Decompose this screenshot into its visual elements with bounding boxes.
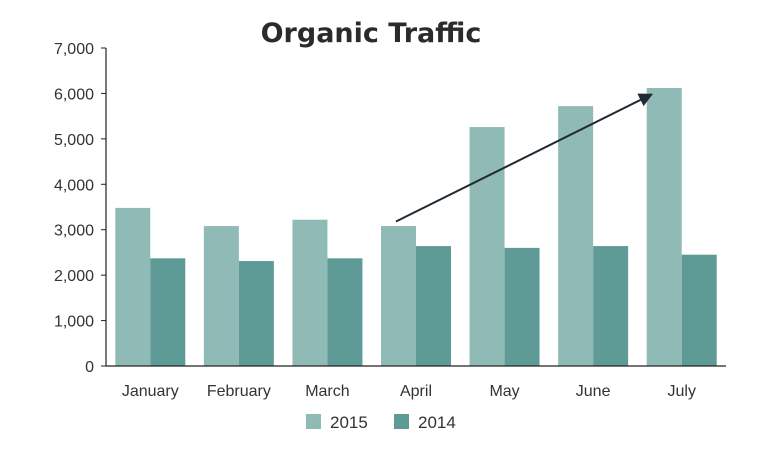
x-axis: January February March April May June July <box>106 365 726 400</box>
bar-2015-april <box>381 226 416 366</box>
bar-2015-march <box>292 219 328 366</box>
bar-2014-april <box>416 246 451 366</box>
trend-arrow <box>395 93 653 223</box>
x-tick-label: April <box>400 383 432 400</box>
legend-label-2015: 2015 <box>330 413 368 432</box>
x-tick-label: May <box>489 383 519 400</box>
bar-2015-may <box>469 127 505 366</box>
x-tick-label: January <box>122 383 179 400</box>
y-tick-label: 3,000 <box>54 223 94 240</box>
x-tick-label: June <box>576 383 611 400</box>
legend-swatch-2015 <box>306 414 321 429</box>
x-tick-label: July <box>667 383 695 400</box>
legend: 2015 2014 <box>306 413 456 432</box>
bar-2015-july <box>646 87 682 366</box>
y-tick-label: 0 <box>85 359 94 376</box>
y-tick-label: 4,000 <box>54 177 94 194</box>
bar-2014-may <box>504 247 540 366</box>
y-tick-label: 2,000 <box>54 268 94 285</box>
bar-2015-june <box>558 106 594 367</box>
bar-2015-february <box>203 226 239 366</box>
y-axis: 0 1,000 2,000 3,000 4,000 5,000 6,000 7,000 <box>54 41 107 376</box>
bar-2014-june <box>593 246 629 366</box>
legend-label-2014: 2014 <box>418 413 456 432</box>
y-tick-label: 5,000 <box>54 132 94 149</box>
annotations <box>395 93 653 223</box>
chart-title: Organic Traffic <box>261 18 482 49</box>
bar-2014-july <box>681 254 717 366</box>
legend-swatch-2014 <box>394 414 409 429</box>
bars <box>115 87 717 367</box>
bar-2014-march <box>327 258 363 366</box>
bar-2015-january <box>115 207 151 366</box>
y-tick-label: 7,000 <box>54 41 94 58</box>
y-tick-label: 6,000 <box>54 86 94 103</box>
x-tick-label: March <box>305 383 349 400</box>
bar-2014-february <box>238 261 274 366</box>
y-tick-label: 1,000 <box>54 314 94 331</box>
bar-2014-january <box>150 258 186 366</box>
x-tick-label: February <box>207 383 271 400</box>
